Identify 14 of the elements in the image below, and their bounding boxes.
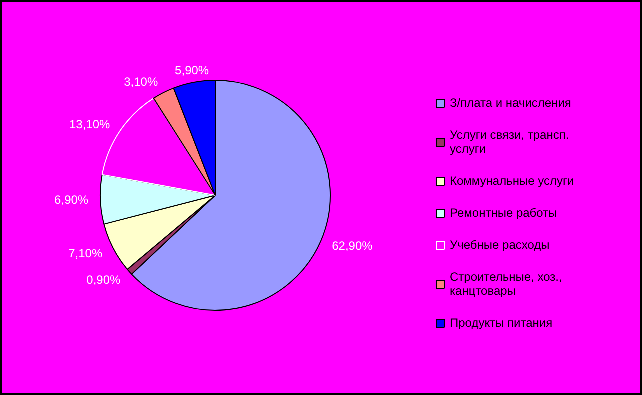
legend-label: Продукты питания	[450, 316, 553, 330]
legend-label: Услуги связи, трансп. услуги	[450, 128, 570, 156]
data-label: 5,90%	[175, 64, 210, 78]
data-label: 13,10%	[69, 118, 110, 132]
legend-label: Учебные расходы	[450, 238, 550, 252]
legend-label: Коммунальные услуги	[450, 174, 574, 188]
data-label: 6,90%	[54, 193, 89, 208]
legend-label: Строительные, хоз., канцтовары	[450, 270, 562, 298]
data-label: 62,90%	[332, 238, 374, 253]
data-label: 3,10%	[124, 75, 158, 90]
data-label: 0,90%	[86, 273, 122, 288]
legend-label: З/плата и начисления	[450, 96, 572, 110]
legend-label: Ремонтные работы	[450, 206, 558, 220]
data-label: 7,10%	[68, 246, 103, 261]
